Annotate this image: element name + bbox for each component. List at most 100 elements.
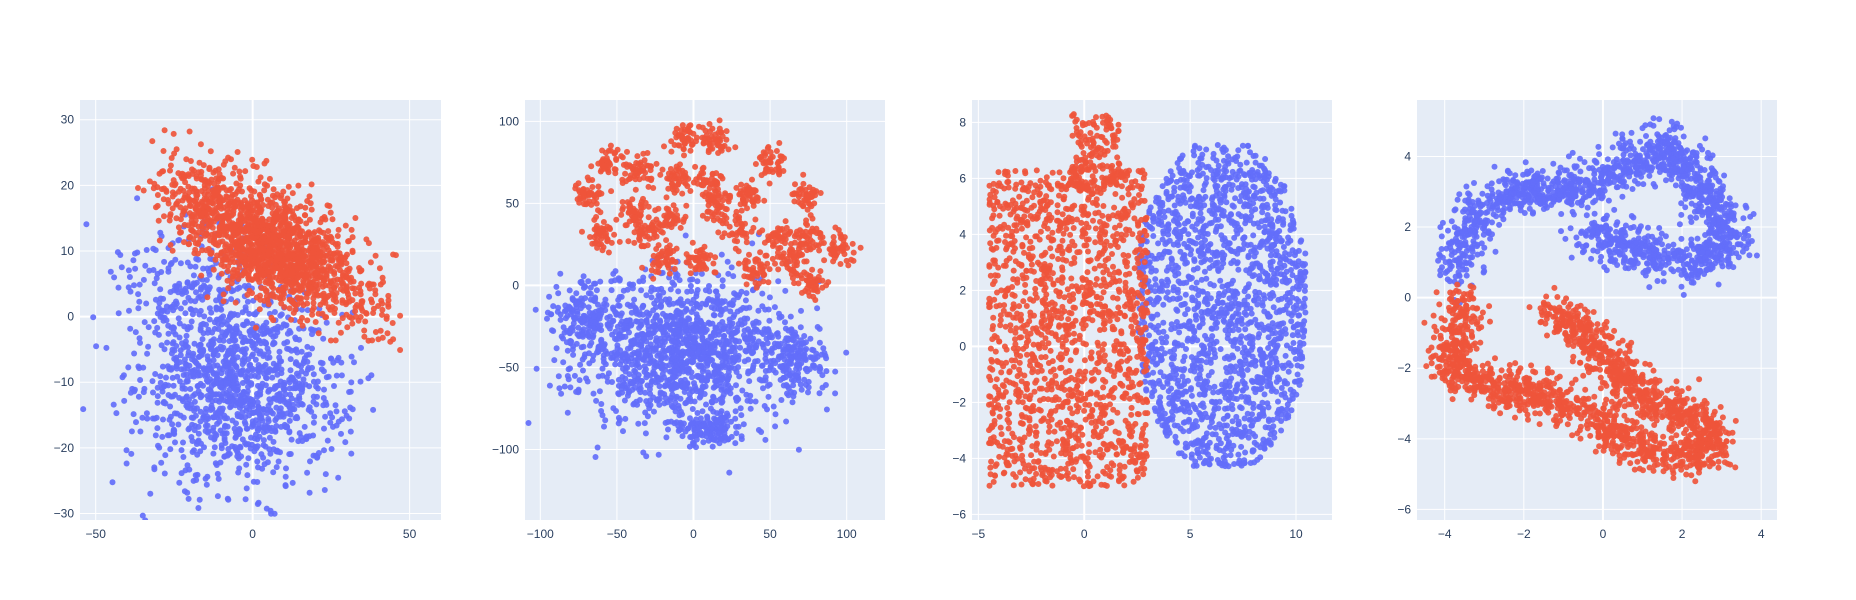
scatter-point xyxy=(189,353,196,360)
scatter-point xyxy=(768,349,775,356)
scatter-point xyxy=(724,258,731,265)
scatter-point xyxy=(644,150,651,156)
scatter-point xyxy=(246,310,253,317)
scatter-point xyxy=(276,348,283,355)
points-layer xyxy=(525,117,864,476)
scatter-point xyxy=(328,446,335,452)
scatter-point xyxy=(276,255,283,262)
scatter-point xyxy=(149,138,156,145)
scatter-point xyxy=(183,156,190,163)
scatter-point xyxy=(587,296,594,303)
scatter-point xyxy=(679,175,686,182)
scatter-point xyxy=(247,240,254,247)
scatter-point xyxy=(629,380,635,387)
scatter-point xyxy=(767,149,774,156)
scatter-point xyxy=(362,318,369,325)
scatter-point xyxy=(197,141,204,148)
scatter-point xyxy=(321,447,327,454)
scatter-point xyxy=(198,188,205,195)
scatter-point xyxy=(331,383,337,389)
scatter-point xyxy=(332,402,339,409)
scatter-point xyxy=(137,339,143,346)
scatter-point xyxy=(818,351,825,358)
scatter-point xyxy=(346,415,353,422)
scatter-point xyxy=(192,240,199,247)
scatter-point xyxy=(208,434,214,441)
scatter-point xyxy=(143,300,150,307)
scatter-point xyxy=(598,408,605,414)
scatter-point xyxy=(270,395,277,402)
scatter-point xyxy=(588,339,595,346)
scatter-point xyxy=(682,180,689,187)
scatter-point xyxy=(580,343,587,350)
scatter-point xyxy=(697,415,704,422)
scatter-point xyxy=(620,287,627,294)
scatter-point xyxy=(212,347,219,354)
scatter-point xyxy=(624,353,631,360)
scatter-point xyxy=(250,216,257,223)
scatter-point xyxy=(586,324,592,331)
scatter-point xyxy=(233,238,240,245)
scatter-point xyxy=(641,420,648,427)
scatter-point xyxy=(721,325,728,332)
scatter-point xyxy=(344,324,351,331)
scatter-point xyxy=(80,406,87,413)
scatter-point xyxy=(691,380,697,386)
scatter-point xyxy=(706,420,713,427)
scatter-point xyxy=(215,326,222,332)
scatter-point xyxy=(610,304,616,311)
scatter-point xyxy=(219,366,226,373)
scatter-point xyxy=(256,306,263,313)
scatter-point xyxy=(111,274,118,281)
scatter-point xyxy=(379,334,386,341)
scatter-point xyxy=(164,339,171,346)
scatter-point xyxy=(260,253,267,260)
scatter-point xyxy=(561,383,568,390)
y-tick-label: −10 xyxy=(54,375,75,389)
scatter-point xyxy=(166,217,173,224)
scatter-point xyxy=(283,465,289,472)
scatter-point xyxy=(330,277,337,284)
scatter-point xyxy=(327,267,334,274)
scatter-point xyxy=(751,328,757,335)
scatter-point xyxy=(322,471,329,478)
scatter-point xyxy=(289,479,296,486)
scatter-point xyxy=(266,237,272,244)
scatter-point xyxy=(624,148,630,155)
scatter-point xyxy=(731,354,738,361)
scatter-point xyxy=(210,450,217,457)
scatter-point xyxy=(249,418,256,425)
scatter-point xyxy=(239,188,245,195)
scatter-point xyxy=(236,427,243,434)
scatter-point xyxy=(195,362,202,369)
scatter-point xyxy=(243,396,250,403)
scatter-point xyxy=(262,443,269,450)
scatter-point xyxy=(248,353,255,360)
scatter-point xyxy=(688,288,695,295)
scatter-point xyxy=(321,425,327,432)
scatter-point xyxy=(277,358,283,365)
scatter-point xyxy=(661,339,668,345)
scatter-point xyxy=(735,320,742,327)
scatter-point xyxy=(287,391,294,398)
scatter-point xyxy=(640,165,647,172)
scatter-point xyxy=(186,466,193,473)
scatter-point xyxy=(261,234,268,241)
scatter-point xyxy=(210,357,217,364)
scatter-point xyxy=(333,372,340,379)
scatter-point xyxy=(781,155,787,162)
scatter-point xyxy=(595,348,602,355)
scatter-point xyxy=(667,312,674,319)
scatter-point xyxy=(651,371,658,377)
scatter-point xyxy=(136,281,143,288)
scatter-point xyxy=(682,428,689,435)
scatter-point xyxy=(155,304,162,311)
scatter-point xyxy=(702,127,709,134)
scatter-point xyxy=(776,140,783,146)
scatter-point xyxy=(151,280,158,287)
scatter-point xyxy=(694,278,701,285)
y-tick-label: −30 xyxy=(54,506,75,520)
scatter-point xyxy=(239,391,246,398)
scatter-point xyxy=(236,250,243,257)
scatter-point xyxy=(275,287,282,294)
